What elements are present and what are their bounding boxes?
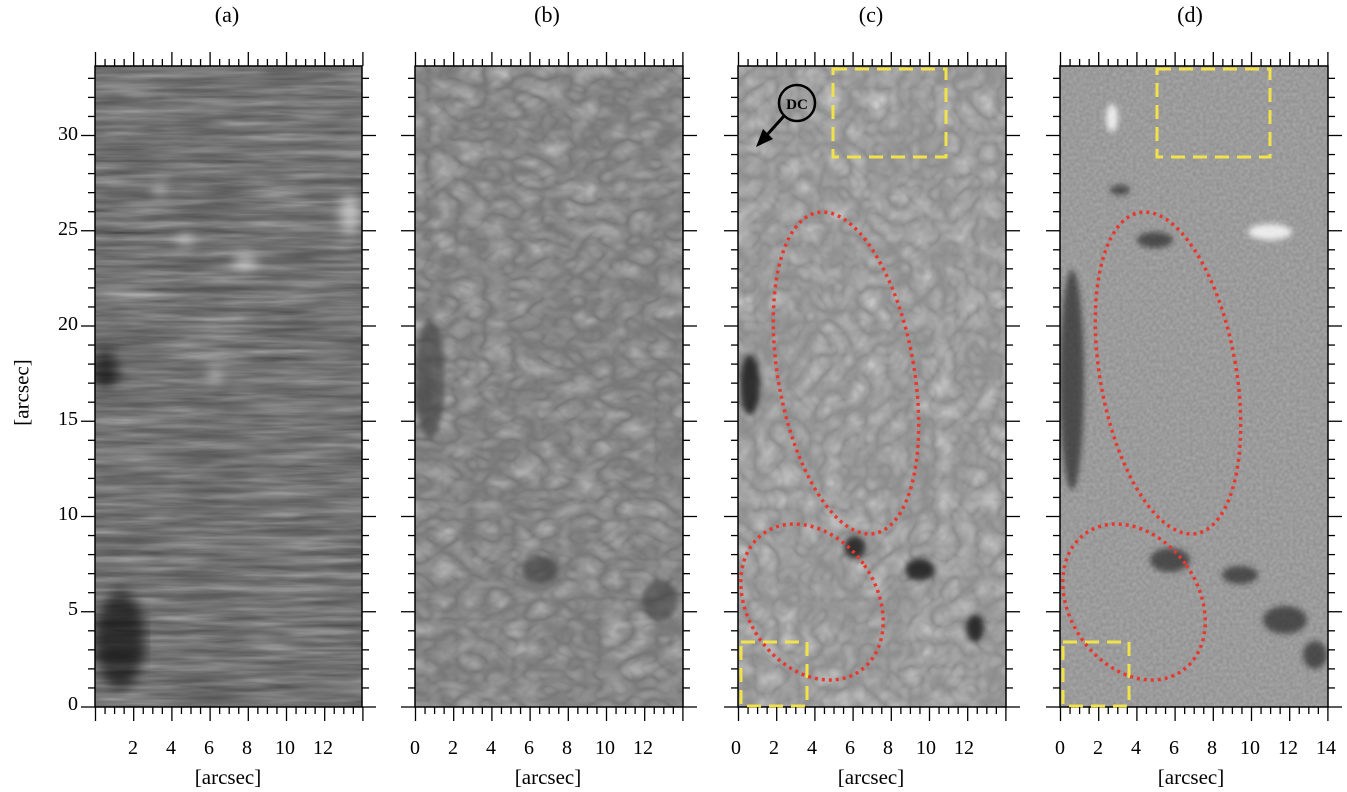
xtick-label-a-2: 2 [128,737,138,759]
xtick-label-a-6: 6 [204,737,214,759]
box-d-top [1155,67,1272,159]
panel-a-image [95,66,362,707]
xtick-label-d-14: 14 [1316,737,1336,759]
xtick-label-b-0: 0 [410,737,420,759]
xtick-label-b-8: 8 [562,737,572,759]
dc-label: DC [786,97,808,113]
axis-ticks [81,52,1342,721]
ytick-label-5: 5 [68,598,78,620]
xtick-label-d-0: 0 [1055,737,1065,759]
xtick-label-d-10: 10 [1240,737,1260,759]
xtick-label-d-2: 2 [1093,737,1103,759]
ytick-label-20: 20 [58,313,78,335]
xtick-label-d-12: 12 [1278,737,1298,759]
x-axis-label-b: [arcsec] [514,765,582,789]
xtick-label-c-4: 4 [807,737,817,759]
xtick-label-a-4: 4 [166,737,176,759]
x-axis-label-c: [arcsec] [837,765,905,789]
xtick-label-c-0: 0 [731,737,741,759]
panel-d-image [1060,66,1328,707]
x-axis-label-d: [arcsec] [1157,765,1225,789]
panel-d-title: (d) [1177,2,1203,27]
ytick-label-25: 25 [58,218,78,240]
ytick-label-0: 0 [68,693,78,715]
x-axis-label-a: [arcsec] [194,765,262,789]
xtick-label-b-2: 2 [448,737,458,759]
xtick-label-b-6: 6 [524,737,534,759]
panel-a-frame [94,65,363,708]
xtick-label-c-10: 10 [916,737,936,759]
dc-marker: DC [756,83,817,147]
panel-a-title: (a) [214,2,240,27]
xtick-label-a-8: 8 [242,737,252,759]
ellipse-c-small [739,522,885,682]
ytick-label-10: 10 [58,503,78,525]
xtick-label-d-4: 4 [1131,737,1141,759]
ytick-label-30: 30 [58,123,78,145]
xtick-label-c-8: 8 [883,737,893,759]
xtick-label-d-8: 8 [1207,737,1217,759]
panel-c-image [738,66,1006,707]
ytick-label-15: 15 [58,408,78,430]
box-c-top [831,67,948,159]
xtick-label-b-4: 4 [486,737,496,759]
panel-b-title: (b) [534,2,560,27]
box-c-bottom [739,640,809,708]
xtick-label-b-10: 10 [595,737,615,759]
xtick-label-b-12: 12 [633,737,653,759]
xtick-label-c-2: 2 [769,737,779,759]
ellipse-d-large [1093,210,1243,536]
panel-b-image [415,66,683,707]
xtick-label-a-10: 10 [275,737,295,759]
xtick-label-a-12: 12 [313,737,333,759]
panel-c-title: (c) [858,2,884,27]
box-d-bottom [1061,640,1131,708]
panel-c-overlays [739,67,948,708]
xtick-label-c-6: 6 [845,737,855,759]
ellipse-d-small [1061,522,1207,682]
xtick-label-c-12: 12 [954,737,974,759]
panel-d-overlays [1061,67,1272,708]
ellipse-c-large [771,210,921,536]
xtick-label-d-6: 6 [1169,737,1179,759]
